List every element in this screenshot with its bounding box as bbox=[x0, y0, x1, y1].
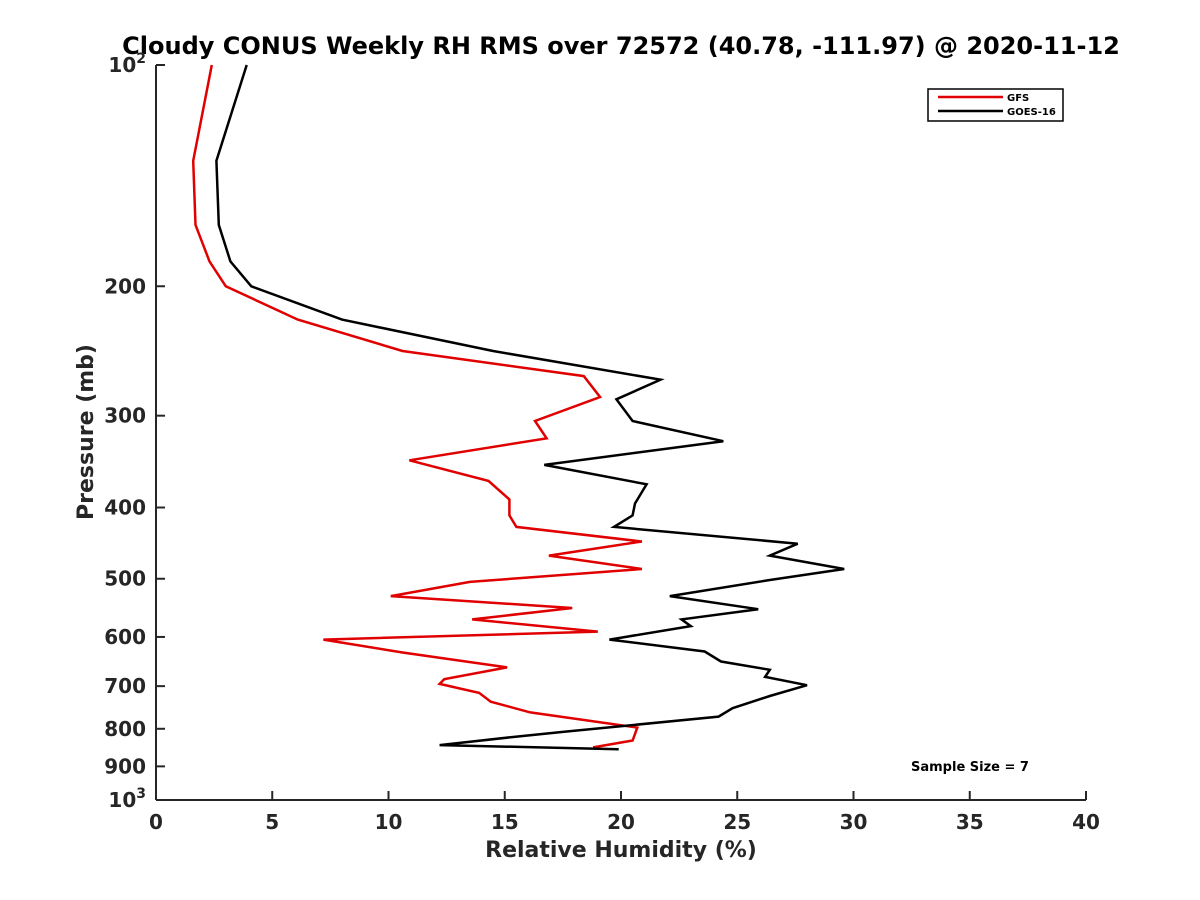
x-tick-label: 30 bbox=[840, 810, 868, 834]
sample-size-annotation: Sample Size = 7 bbox=[911, 760, 1029, 775]
x-tick-label: 5 bbox=[265, 810, 279, 834]
y-tick-label: 600 bbox=[104, 625, 146, 649]
legend-label-goes16: GOES-16 bbox=[1007, 107, 1056, 118]
y-axis-ticks: 102 200 300 400 500 600 700 800 900 103 bbox=[104, 51, 165, 812]
plot-lines bbox=[191, 64, 845, 751]
x-tick-label: 15 bbox=[491, 810, 519, 834]
x-axis-label: Relative Humidity (%) bbox=[485, 838, 757, 863]
x-tick-label: 10 bbox=[375, 810, 403, 834]
x-tick-label: 0 bbox=[149, 810, 163, 834]
legend-label-gfs: GFS bbox=[1007, 93, 1029, 104]
x-tick-label: 40 bbox=[1072, 810, 1100, 834]
y-tick-label: 700 bbox=[104, 674, 146, 698]
y-tick-label: 500 bbox=[104, 567, 146, 591]
y-tick-label: 200 bbox=[104, 274, 146, 298]
legend: GFS GOES-16 bbox=[927, 88, 1064, 122]
y-tick-label: 800 bbox=[104, 717, 146, 741]
x-tick-label: 20 bbox=[607, 810, 635, 834]
y-tick-label: 102 bbox=[108, 51, 146, 77]
legend-box bbox=[927, 88, 1064, 122]
y-tick-label: 400 bbox=[104, 496, 146, 520]
y-tick-label: 103 bbox=[108, 786, 146, 812]
x-tick-label: 25 bbox=[723, 810, 751, 834]
x-tick-label: 35 bbox=[956, 810, 984, 834]
series-line-gfs bbox=[191, 64, 643, 749]
x-axis-ticks: 0 5 10 15 20 25 30 35 40 bbox=[149, 791, 1100, 834]
y-tick-label: 300 bbox=[104, 404, 146, 428]
y-tick-label: 900 bbox=[104, 754, 146, 778]
chart-title: Cloudy CONUS Weekly RH RMS over 72572 (4… bbox=[122, 32, 1120, 60]
series-line-goes16 bbox=[215, 64, 845, 751]
y-axis-label: Pressure (mb) bbox=[74, 344, 99, 520]
